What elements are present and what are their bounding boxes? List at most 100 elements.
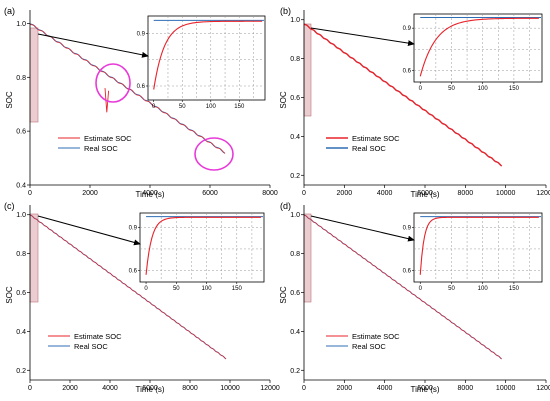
x-tick-label: 8000 bbox=[458, 385, 474, 392]
zoom-region-shade bbox=[303, 23, 312, 117]
x-tick-label: 6000 bbox=[202, 190, 218, 197]
x-tick-label: 10000 bbox=[496, 385, 516, 392]
x-tick-label: 2000 bbox=[337, 385, 353, 392]
x-tick-label: 4000 bbox=[102, 385, 118, 392]
inset-x-tick-label: 0 bbox=[419, 286, 423, 292]
estimate-soc-line bbox=[303, 214, 502, 360]
inset-y-tick-label: 0.6 bbox=[403, 69, 412, 75]
x-tick-label: 0 bbox=[302, 190, 306, 197]
x-tick-label: 4000 bbox=[377, 190, 393, 197]
y-tick-label: 0.4 bbox=[290, 134, 300, 141]
x-tick-label: 10000 bbox=[496, 190, 516, 197]
inset-estimate-soc-line bbox=[145, 216, 261, 275]
x-tick-label: 2000 bbox=[82, 190, 98, 197]
y-tick-label: 0.8 bbox=[290, 56, 300, 63]
x-tick-label: 6000 bbox=[417, 190, 433, 197]
legend-label-real: Real SOC bbox=[84, 144, 118, 153]
y-tick-label: 0.4 bbox=[16, 329, 26, 336]
inset-x-tick-label: 50 bbox=[448, 286, 455, 292]
y-tick-label: 0.6 bbox=[290, 95, 300, 102]
estimate-soc-line bbox=[29, 214, 227, 360]
inset-y-tick-label: 0.6 bbox=[403, 269, 412, 275]
x-axis-label: Time (s) bbox=[135, 385, 164, 394]
x-tick-label: 4000 bbox=[377, 385, 393, 392]
zoom-arrow bbox=[310, 27, 415, 47]
x-tick-label: 8000 bbox=[262, 190, 278, 197]
y-tick-label: 0.4 bbox=[16, 183, 26, 190]
y-tick-label: 1.0 bbox=[16, 21, 26, 28]
panel-b: 0 2000 4000 6000 8000 10000 12000 0.2 0.4 0.6 0.8 1… bbox=[279, 6, 550, 199]
inset-estimate-soc-line bbox=[419, 17, 539, 77]
y-tick-label: 1.0 bbox=[290, 212, 300, 219]
legend-label-real: Real SOC bbox=[74, 342, 108, 351]
y-tick-label: 0.6 bbox=[16, 290, 26, 297]
estimate-soc-line bbox=[29, 24, 226, 154]
inset-x-tick-label: 0 bbox=[419, 86, 423, 92]
legend-label-estimate: Estimate SOC bbox=[84, 134, 132, 143]
x-tick-label: 0 bbox=[28, 190, 32, 197]
inset-frame bbox=[413, 13, 543, 83]
x-tick-label: 6000 bbox=[417, 385, 433, 392]
zoom-arrow bbox=[310, 215, 415, 242]
x-tick-label: 0 bbox=[302, 385, 306, 392]
inset-x-tick-label: 150 bbox=[234, 104, 245, 110]
zoom-arrow bbox=[37, 33, 149, 58]
panel-label: (d) bbox=[280, 201, 291, 211]
zoom-arrow bbox=[37, 215, 141, 246]
x-tick-label: 12000 bbox=[536, 190, 550, 197]
y-tick-label: 1.0 bbox=[16, 212, 26, 219]
inset-x-tick-label: 50 bbox=[173, 286, 180, 292]
inset-estimate-soc-line bbox=[419, 216, 539, 275]
inset-x-tick-label: 50 bbox=[179, 104, 186, 110]
zoom-region-shade bbox=[303, 213, 312, 303]
inset-x-tick-label: 150 bbox=[509, 86, 520, 92]
inset-frame bbox=[147, 15, 266, 101]
y-tick-label: 0.8 bbox=[16, 75, 26, 82]
x-tick-label: 8000 bbox=[458, 190, 474, 197]
y-tick-label: 0.2 bbox=[290, 368, 300, 375]
x-axis-label: Time (s) bbox=[410, 190, 439, 199]
inset-y-tick-label: 0.6 bbox=[129, 269, 138, 275]
inset-y-tick-label: 0.9 bbox=[403, 225, 412, 231]
inset-frame bbox=[413, 212, 543, 283]
x-axis-label: Time (s) bbox=[410, 385, 439, 394]
inset-x-tick-label: 100 bbox=[206, 104, 217, 110]
panel-d: 0 2000 4000 6000 8000 10000 12000 0.2 0.4 0.6 0.8 1… bbox=[279, 201, 550, 394]
inset-x-tick-label: 0 bbox=[152, 104, 156, 110]
y-tick-label: 0.8 bbox=[16, 251, 26, 258]
legend-label-real: Real SOC bbox=[352, 144, 386, 153]
inset-estimate-soc-line bbox=[153, 20, 263, 90]
highlight-circle bbox=[95, 63, 131, 103]
y-axis-label: SOC bbox=[5, 91, 14, 109]
x-tick-label: 10000 bbox=[220, 385, 240, 392]
y-tick-label: 0.2 bbox=[290, 173, 300, 180]
inset-x-tick-label: 100 bbox=[478, 86, 489, 92]
x-tick-label: 0 bbox=[28, 385, 32, 392]
inset-plot: 0 50 100 150 0.6 0.9 bbox=[137, 15, 266, 110]
legend-label-estimate: Estimate SOC bbox=[352, 134, 400, 143]
y-tick-label: 1.0 bbox=[290, 17, 300, 24]
x-axis-label: Time (s) bbox=[135, 190, 164, 199]
y-tick-label: 0.6 bbox=[290, 290, 300, 297]
panel-label: (c) bbox=[4, 201, 15, 211]
x-tick-label: 12000 bbox=[536, 385, 550, 392]
legend-label-estimate: Estimate SOC bbox=[74, 332, 122, 341]
y-tick-label: 0.4 bbox=[290, 329, 300, 336]
inset-x-tick-label: 0 bbox=[144, 286, 148, 292]
inset-y-tick-label: 0.6 bbox=[137, 84, 146, 90]
panel-label: (a) bbox=[4, 6, 15, 16]
inset-plot: 0 50 100 150 0.6 0.9 bbox=[403, 13, 543, 92]
y-tick-label: 0.6 bbox=[16, 129, 26, 136]
x-tick-label: 4000 bbox=[142, 190, 158, 197]
x-tick-label: 2000 bbox=[62, 385, 78, 392]
inset-x-tick-label: 100 bbox=[202, 286, 213, 292]
x-tick-label: 8000 bbox=[182, 385, 198, 392]
zoom-region-shade bbox=[29, 27, 39, 123]
panel-label: (b) bbox=[280, 6, 291, 16]
inset-y-tick-label: 0.9 bbox=[403, 26, 412, 32]
estimate-soc-spike bbox=[104, 88, 110, 113]
